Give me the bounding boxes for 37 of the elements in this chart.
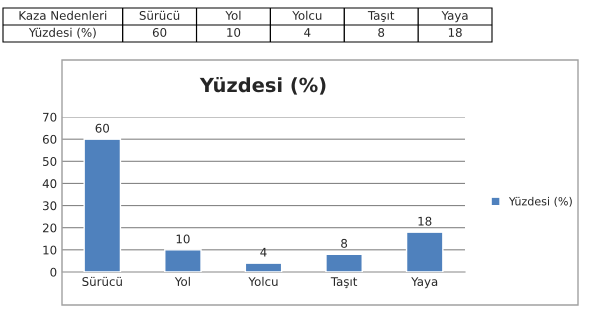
data-label: 10 bbox=[176, 234, 190, 244]
text: Yüzdesi (%) bbox=[28, 28, 96, 38]
bar bbox=[325, 254, 363, 272]
bar bbox=[83, 138, 122, 272]
data-label: 4 bbox=[304, 28, 310, 37]
y-tick-label: 10 bbox=[43, 246, 56, 255]
x-tick-label: Sürücü bbox=[82, 276, 122, 286]
category-label: Yol bbox=[225, 10, 240, 20]
chart-title: Yüzdesi (%) bbox=[200, 76, 326, 95]
data-label: 60 bbox=[96, 124, 110, 133]
y-tick-label: 20 bbox=[42, 223, 56, 232]
data-label: 4 bbox=[260, 248, 267, 257]
text: Kaza Nedenleri bbox=[20, 10, 106, 20]
y-tick-label: 30 bbox=[43, 201, 56, 210]
legend-label: Yüzdesi (%) bbox=[508, 196, 572, 207]
x-tick-label: Yaya bbox=[411, 277, 438, 288]
x-tick-label: Taşıt bbox=[330, 277, 358, 288]
bar bbox=[244, 262, 282, 272]
category-label: Yolcu bbox=[292, 10, 322, 20]
data-label: 18 bbox=[448, 28, 462, 37]
x-tick-label: Yol bbox=[174, 276, 190, 286]
data-label: 10 bbox=[227, 28, 240, 37]
data-label: 18 bbox=[418, 216, 432, 226]
y-tick-label: 0 bbox=[50, 268, 56, 277]
data-label: 8 bbox=[378, 28, 384, 37]
bar bbox=[164, 249, 202, 272]
y-tick-label: 70 bbox=[43, 112, 56, 122]
y-tick-label: 40 bbox=[42, 179, 56, 188]
y-tick-label: 50 bbox=[43, 157, 56, 166]
category-label: Taşıt bbox=[368, 11, 394, 22]
data-label: 60 bbox=[152, 28, 166, 37]
bar bbox=[406, 231, 444, 272]
category-label: Yaya bbox=[442, 11, 468, 22]
y-tick-label: 60 bbox=[42, 134, 56, 144]
data-label: 8 bbox=[341, 238, 348, 248]
x-tick-label: Yolcu bbox=[248, 276, 278, 286]
category-label: Sürücü bbox=[140, 10, 180, 20]
